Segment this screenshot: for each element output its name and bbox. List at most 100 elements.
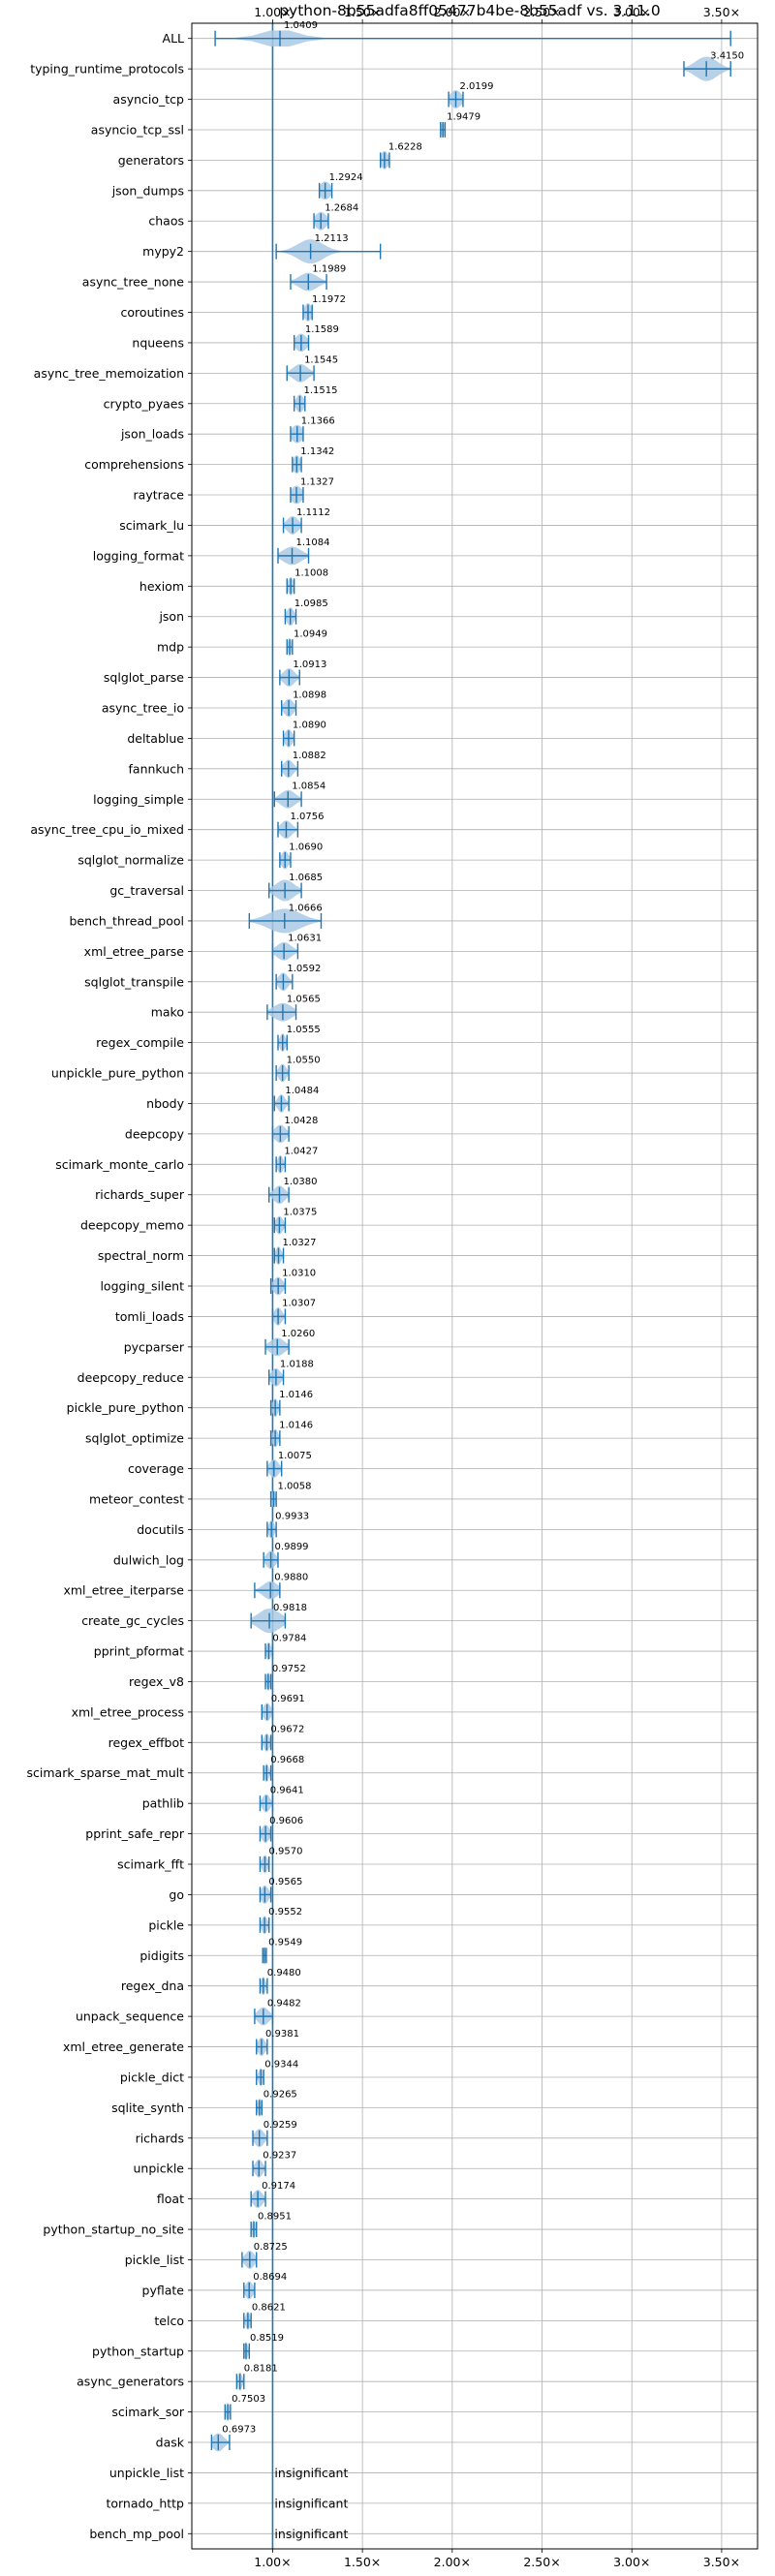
value-label: 1.1366 — [301, 416, 335, 427]
value-label: 0.8725 — [254, 2242, 288, 2253]
benchmark-name-label: xml_etree_iterparse — [63, 1583, 184, 1598]
benchmark-name-label: deltablue — [127, 731, 184, 746]
value-label: 0.9381 — [265, 2029, 299, 2039]
x-tick-label-top: 1.50× — [344, 5, 381, 19]
value-label: 0.9691 — [271, 1694, 305, 1704]
benchmark-name-label: regex_effbot — [108, 1735, 184, 1750]
value-label: 1.1327 — [300, 476, 334, 487]
x-tick-label-top: 1.00× — [254, 5, 291, 19]
value-label: 1.0375 — [283, 1207, 317, 1217]
x-tick-label-bottom: 2.50× — [523, 2555, 560, 2569]
benchmark-name-label: fannkuch — [129, 761, 184, 776]
benchmark-name-label: sqlite_synth — [111, 2101, 184, 2115]
value-label: 0.9752 — [272, 1664, 306, 1674]
value-label: 0.9480 — [267, 1968, 301, 1978]
value-label: 1.1972 — [312, 294, 346, 305]
benchmark-name-label: deepcopy_reduce — [78, 1370, 185, 1385]
value-label: 0.8621 — [252, 2303, 286, 2314]
value-label: 0.9565 — [268, 1877, 302, 1887]
value-label: 0.9237 — [263, 2151, 296, 2162]
value-label: 1.0854 — [292, 782, 326, 792]
value-label: 1.2113 — [315, 233, 349, 244]
chart-title: python-8b55adfa8ff05477b4be-8b55adf vs. … — [279, 2, 661, 19]
insignificant-label: insignificant — [274, 2496, 348, 2510]
benchmark-name-label: json — [158, 609, 184, 624]
benchmark-name-label: pyflate — [142, 2283, 185, 2297]
benchmark-name-label: gc_traversal — [109, 883, 184, 898]
benchmark-name-label: create_gc_cycles — [81, 1613, 184, 1628]
violin-layer — [210, 23, 731, 2549]
benchmark-name-label: unpickle_list — [109, 2466, 184, 2480]
value-label: 0.9899 — [275, 1542, 309, 1552]
value-label: 1.2684 — [325, 203, 358, 214]
benchmark-name-label: coroutines — [121, 305, 184, 320]
x-tick-label-bottom: 3.00× — [613, 2555, 650, 2569]
benchmark-name-label: asyncio_tcp — [113, 92, 185, 107]
value-label: 0.8181 — [244, 2363, 278, 2374]
benchmark-name-label: python_startup_no_site — [43, 2223, 184, 2237]
value-label: 1.0882 — [293, 751, 326, 761]
value-label: 1.1989 — [312, 263, 346, 274]
benchmark-name-label: go — [169, 1887, 184, 1902]
value-label: 1.1084 — [296, 537, 330, 548]
value-label: 0.9482 — [267, 1998, 301, 2009]
value-label: 1.0985 — [294, 598, 328, 609]
benchmark-name-label: float — [157, 2192, 184, 2206]
benchmark-name-label: logging_silent — [100, 1279, 184, 1294]
benchmark-name-label: pickle_pure_python — [67, 1400, 184, 1415]
value-label: 1.1589 — [305, 324, 339, 335]
value-label: 0.9668 — [270, 1755, 304, 1765]
label-layer: 1.0409 3.4150 2.0199 1.9479 1.6228 1.2924 1.26… — [222, 20, 744, 2541]
x-tick-label-bottom: 2.00× — [434, 2555, 471, 2569]
value-label: 0.9265 — [264, 2090, 297, 2101]
value-label: 1.1008 — [294, 568, 328, 579]
benchmark-name-label: async_tree_io — [102, 700, 184, 715]
benchmark-name-label: sqlglot_optimize — [85, 1431, 184, 1446]
value-label: 1.0380 — [283, 1177, 317, 1187]
benchmark-name-label: coverage — [128, 1461, 184, 1476]
benchmark-name-label: async_tree_none — [82, 275, 185, 290]
benchmark-name-label: pprint_pformat — [94, 1644, 184, 1659]
benchmark-name-label: regex_compile — [96, 1035, 184, 1050]
benchmark-name-label: pidigits — [140, 1948, 184, 1963]
benchmark-name-label: deepcopy — [125, 1126, 185, 1141]
benchmark-name-label: sqlglot_transpile — [84, 974, 184, 989]
benchmark-name-label: unpack_sequence — [76, 2009, 184, 2024]
benchmark-name-label: bench_thread_pool — [69, 913, 184, 928]
value-label: 0.9784 — [272, 1633, 306, 1643]
benchmark-name-label: raytrace — [134, 488, 185, 503]
value-label: 1.0327 — [282, 1238, 316, 1248]
value-label: 0.9880 — [274, 1573, 308, 1583]
benchmark-name-label: json_dumps — [111, 183, 184, 198]
benchmark-name-label: bench_mp_pool — [89, 2527, 184, 2541]
benchmark-name-label: scimark_monte_carlo — [55, 1157, 184, 1172]
benchmark-name-label: async_tree_cpu_io_mixed — [30, 822, 184, 837]
benchmark-name-label: typing_runtime_protocols — [30, 62, 184, 77]
benchmark-name-label: sqlglot_normalize — [78, 853, 184, 868]
benchmark-name-label: nbody — [146, 1096, 184, 1111]
benchmark-name-label: meteor_contest — [89, 1491, 184, 1506]
benchmark-name-label: crypto_pyaes — [104, 396, 184, 411]
benchmark-name-label: regex_dna — [121, 1978, 184, 1993]
x-tick-label-bottom: 1.50× — [344, 2555, 381, 2569]
benchmark-name-label: scimark_fft — [117, 1857, 184, 1872]
value-label: 1.0260 — [281, 1329, 315, 1339]
value-label: 1.0075 — [278, 1451, 312, 1461]
value-label: 3.4150 — [710, 50, 744, 61]
value-label: 0.9933 — [275, 1512, 309, 1522]
benchmark-name-label: dulwich_log — [113, 1552, 184, 1567]
benchmark-name-label: richards — [136, 2131, 184, 2145]
value-label: 0.9672 — [270, 1725, 304, 1735]
benchmark-name-label: spectral_norm — [98, 1248, 184, 1263]
benchmark-name-label: python_startup — [92, 2344, 184, 2358]
value-label: 0.9552 — [268, 1907, 302, 1917]
benchmark-name-label: mako — [151, 1005, 184, 1020]
benchmark-name-label: deepcopy_memo — [80, 1218, 184, 1233]
value-label: 1.0188 — [280, 1360, 314, 1370]
benchmark-name-label: mdp — [157, 640, 184, 655]
value-label: 1.0307 — [282, 1299, 316, 1309]
benchmark-name-label: dask — [156, 2436, 185, 2450]
insignificant-label: insignificant — [274, 2466, 348, 2480]
x-tick-label-top: 2.50× — [523, 5, 560, 19]
